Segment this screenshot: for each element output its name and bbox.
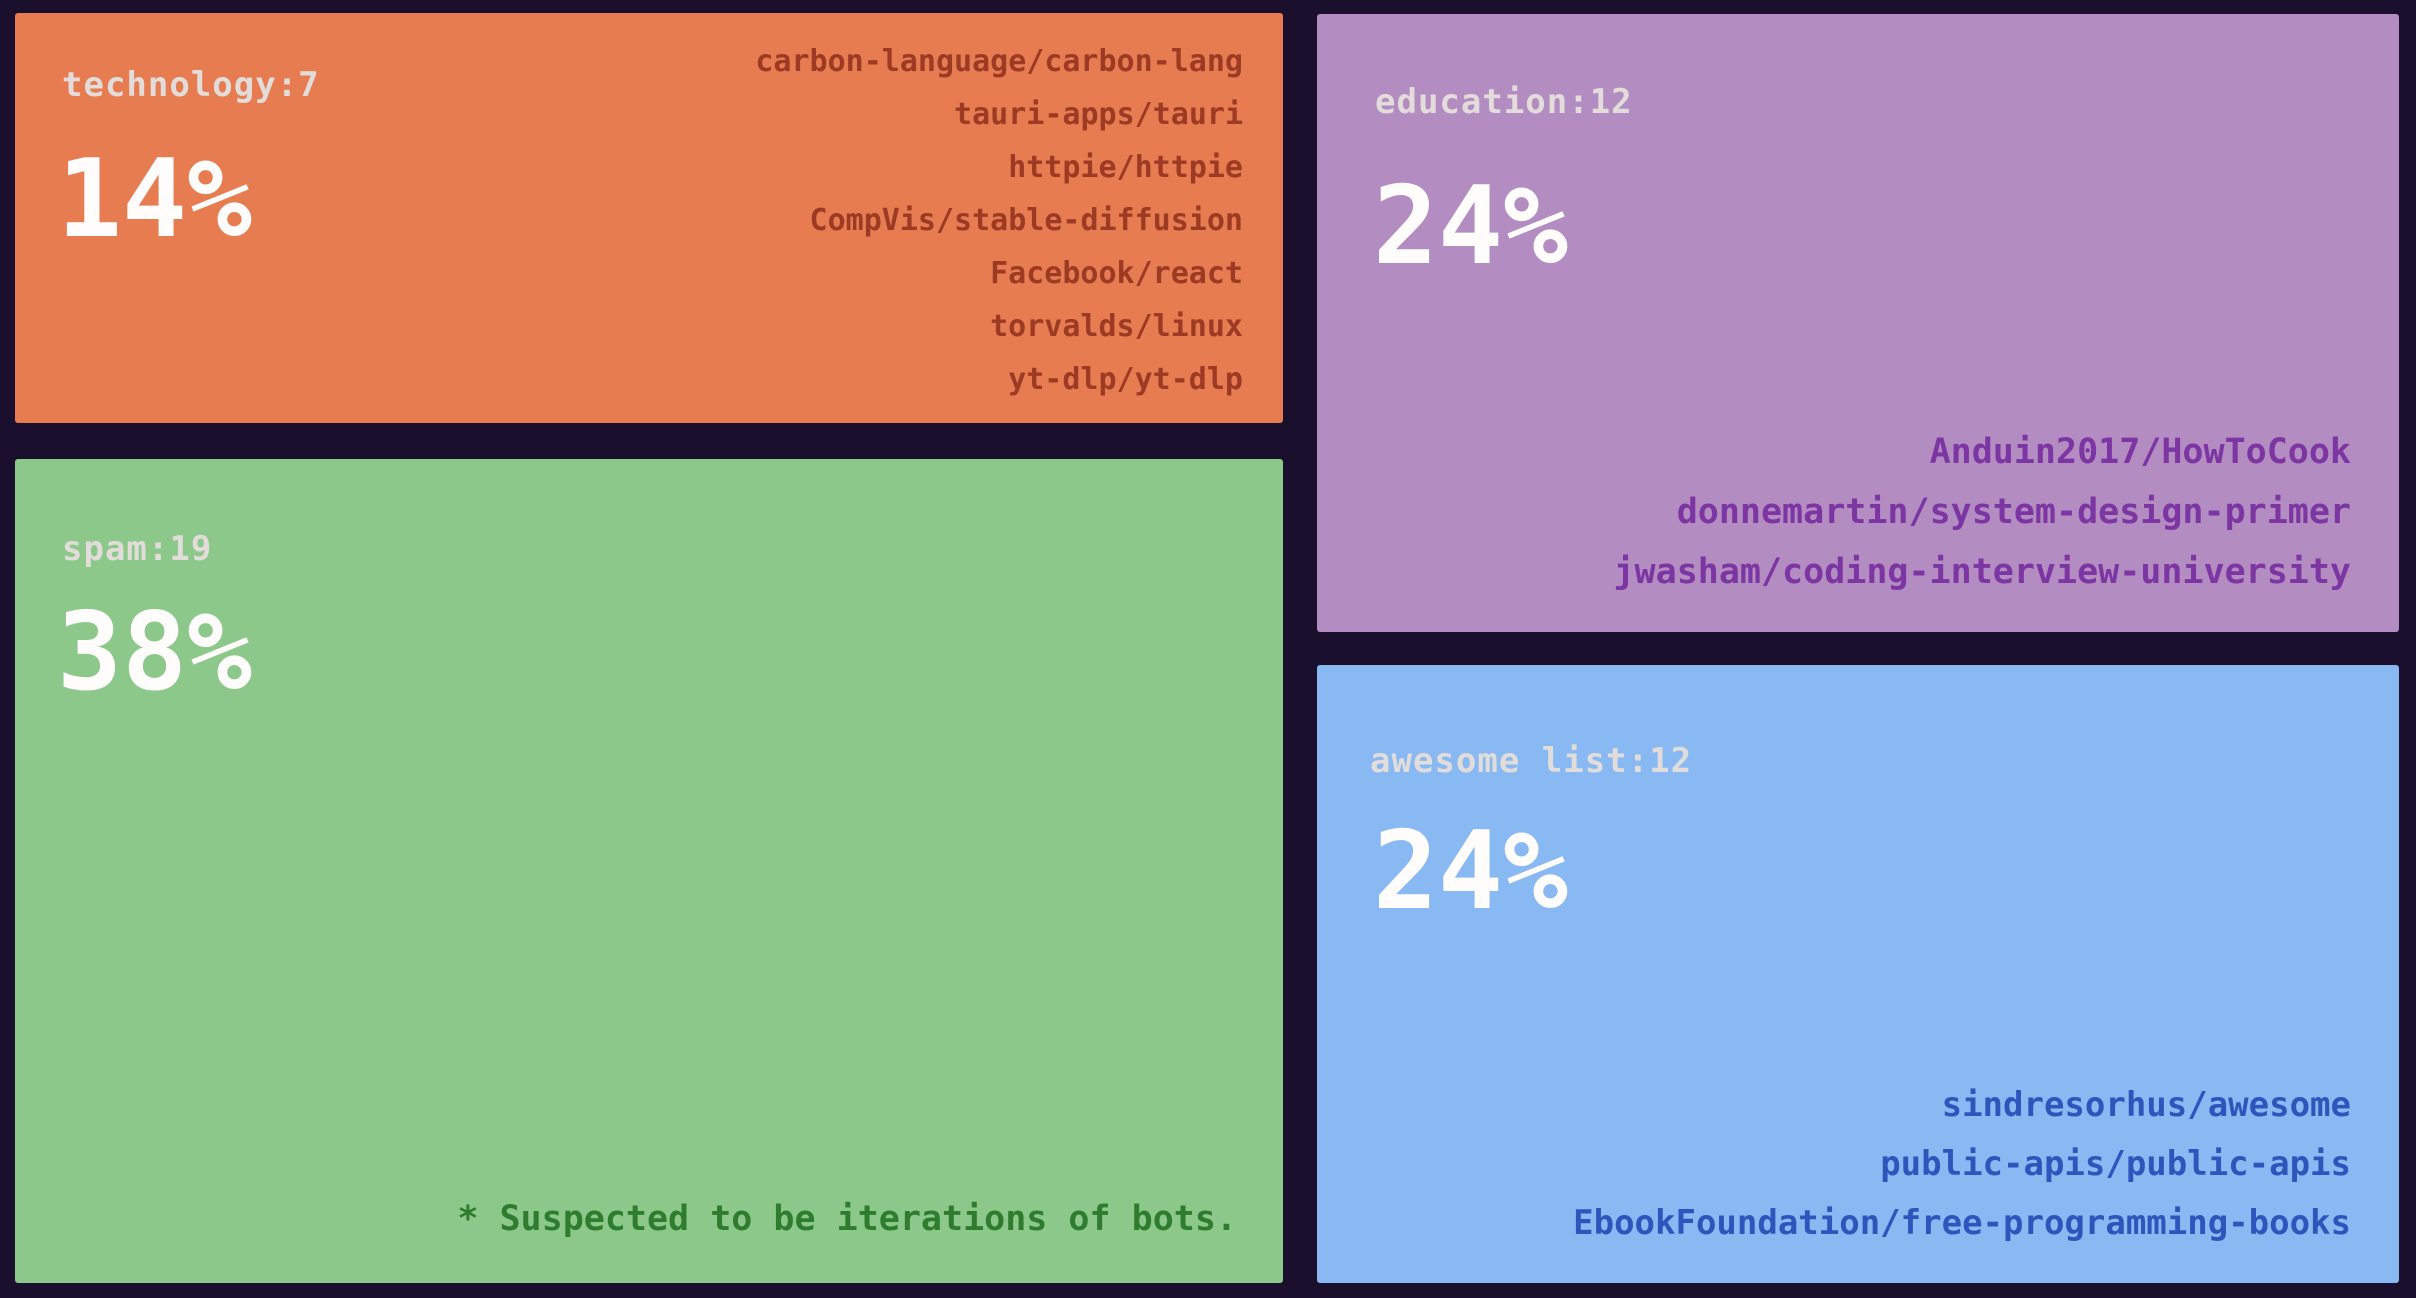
repo-item: yt-dlp/yt-dlp xyxy=(1008,362,1243,397)
treemap-tile-spam: spam:19 38% * Suspected to be iterations… xyxy=(15,459,1283,1283)
tile-title-spam: spam:19 xyxy=(62,529,213,569)
spam-footnote: * Suspected to be iterations of bots. xyxy=(457,1199,1237,1239)
repo-list-awesome-list: sindresorhus/awesome public-apis/public-a… xyxy=(1573,1076,2351,1253)
repo-item: Facebook/react xyxy=(990,256,1243,291)
tile-percent-technology: 14% xyxy=(57,137,253,262)
repo-item: donnemartin/system-design-primer xyxy=(1676,492,2351,532)
repo-item: torvalds/linux xyxy=(990,309,1243,344)
repo-list-technology: carbon-language/carbon-lang tauri-apps/ta… xyxy=(755,35,1243,406)
repo-item: sindresorhus/awesome xyxy=(1941,1085,2351,1125)
tile-title-awesome-list: awesome list:12 xyxy=(1370,741,1693,781)
repo-item: carbon-language/carbon-lang xyxy=(755,44,1243,79)
repo-item: Anduin2017/HowToCook xyxy=(1929,432,2351,472)
treemap-tile-awesome-list: awesome list:12 24% sindresorhus/awesome… xyxy=(1317,665,2399,1283)
repo-item: public-apis/public-apis xyxy=(1880,1144,2351,1184)
repo-item: CompVis/stable-diffusion xyxy=(809,203,1243,238)
tile-percent-awesome-list: 24% xyxy=(1373,809,1569,934)
repo-item: jwasham/coding-interview-university xyxy=(1613,552,2351,592)
repo-item: httpie/httpie xyxy=(1008,150,1243,185)
tile-title-technology: technology:7 xyxy=(62,65,320,105)
tile-percent-education: 24% xyxy=(1373,164,1569,289)
tile-title-education: education:12 xyxy=(1375,82,1633,122)
repo-list-education: Anduin2017/HowToCook donnemartin/system-d… xyxy=(1613,422,2351,602)
treemap-tile-education: education:12 24% Anduin2017/HowToCook don… xyxy=(1317,14,2399,632)
repo-item: EbookFoundation/free-programming-books xyxy=(1573,1203,2351,1243)
tile-percent-spam: 38% xyxy=(57,590,253,715)
repo-item: tauri-apps/tauri xyxy=(954,97,1243,132)
treemap-tile-technology: technology:7 14% carbon-language/carbon-… xyxy=(15,13,1283,423)
